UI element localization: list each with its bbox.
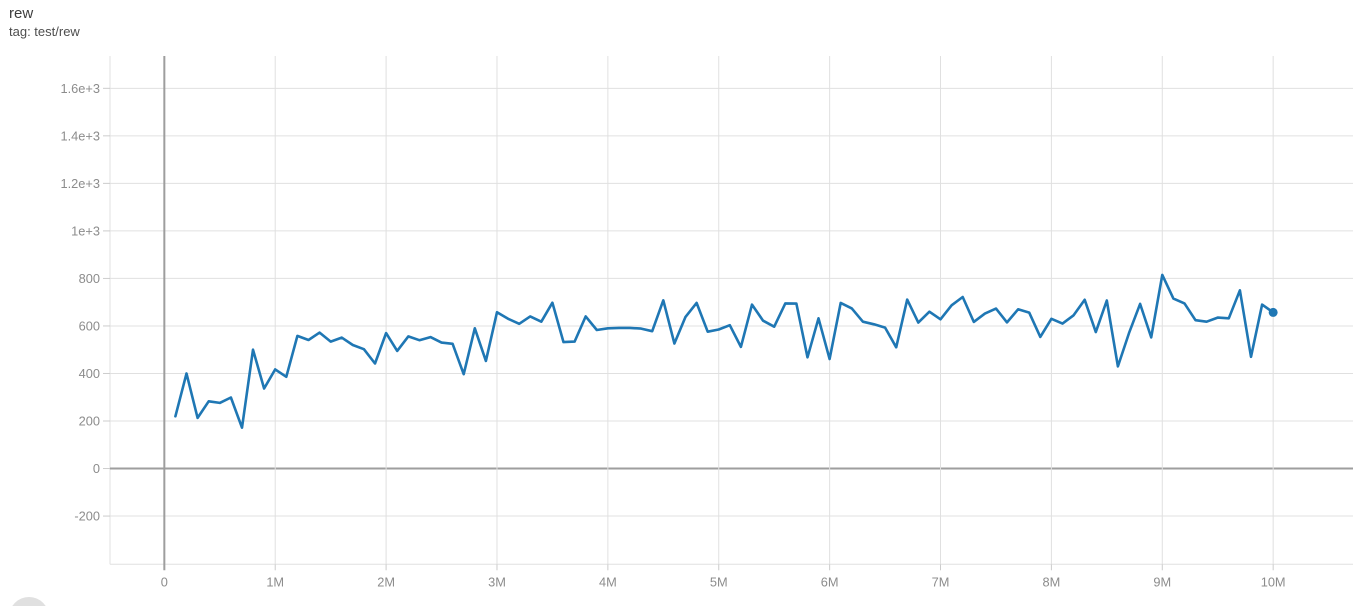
y-tick-label: 1.2e+3 <box>61 176 101 191</box>
y-tick-label: 800 <box>79 271 100 286</box>
y-tick-label: 1e+3 <box>71 223 100 238</box>
card-action-button[interactable] <box>9 597 49 606</box>
y-tick-label: -200 <box>74 509 100 524</box>
y-tick-label: 1.4e+3 <box>61 128 101 143</box>
x-tick-label: 3M <box>488 574 506 589</box>
x-tick-label: 4M <box>599 574 617 589</box>
x-tick-label: 6M <box>821 574 839 589</box>
y-tick-label: 0 <box>93 461 100 476</box>
x-tick-label: 8M <box>1043 574 1061 589</box>
x-tick-label: 0 <box>161 574 168 589</box>
y-tick-label: 1.6e+3 <box>61 81 101 96</box>
x-tick-label: 9M <box>1153 574 1171 589</box>
y-tick-label: 600 <box>79 318 100 333</box>
x-tick-label: 1M <box>266 574 284 589</box>
x-tick-label: 5M <box>710 574 728 589</box>
x-tick-label: 10M <box>1261 574 1286 589</box>
series-end-point-marker <box>1268 307 1278 317</box>
chart-title: rew <box>9 5 34 22</box>
series-line <box>174 273 1275 430</box>
x-tick-label: 2M <box>377 574 395 589</box>
x-tick-label: 7M <box>932 574 950 589</box>
y-tick-label: 400 <box>79 366 100 381</box>
chart-tag-subtitle: tag: test/rew <box>9 24 80 39</box>
y-tick-label: 200 <box>79 414 100 429</box>
